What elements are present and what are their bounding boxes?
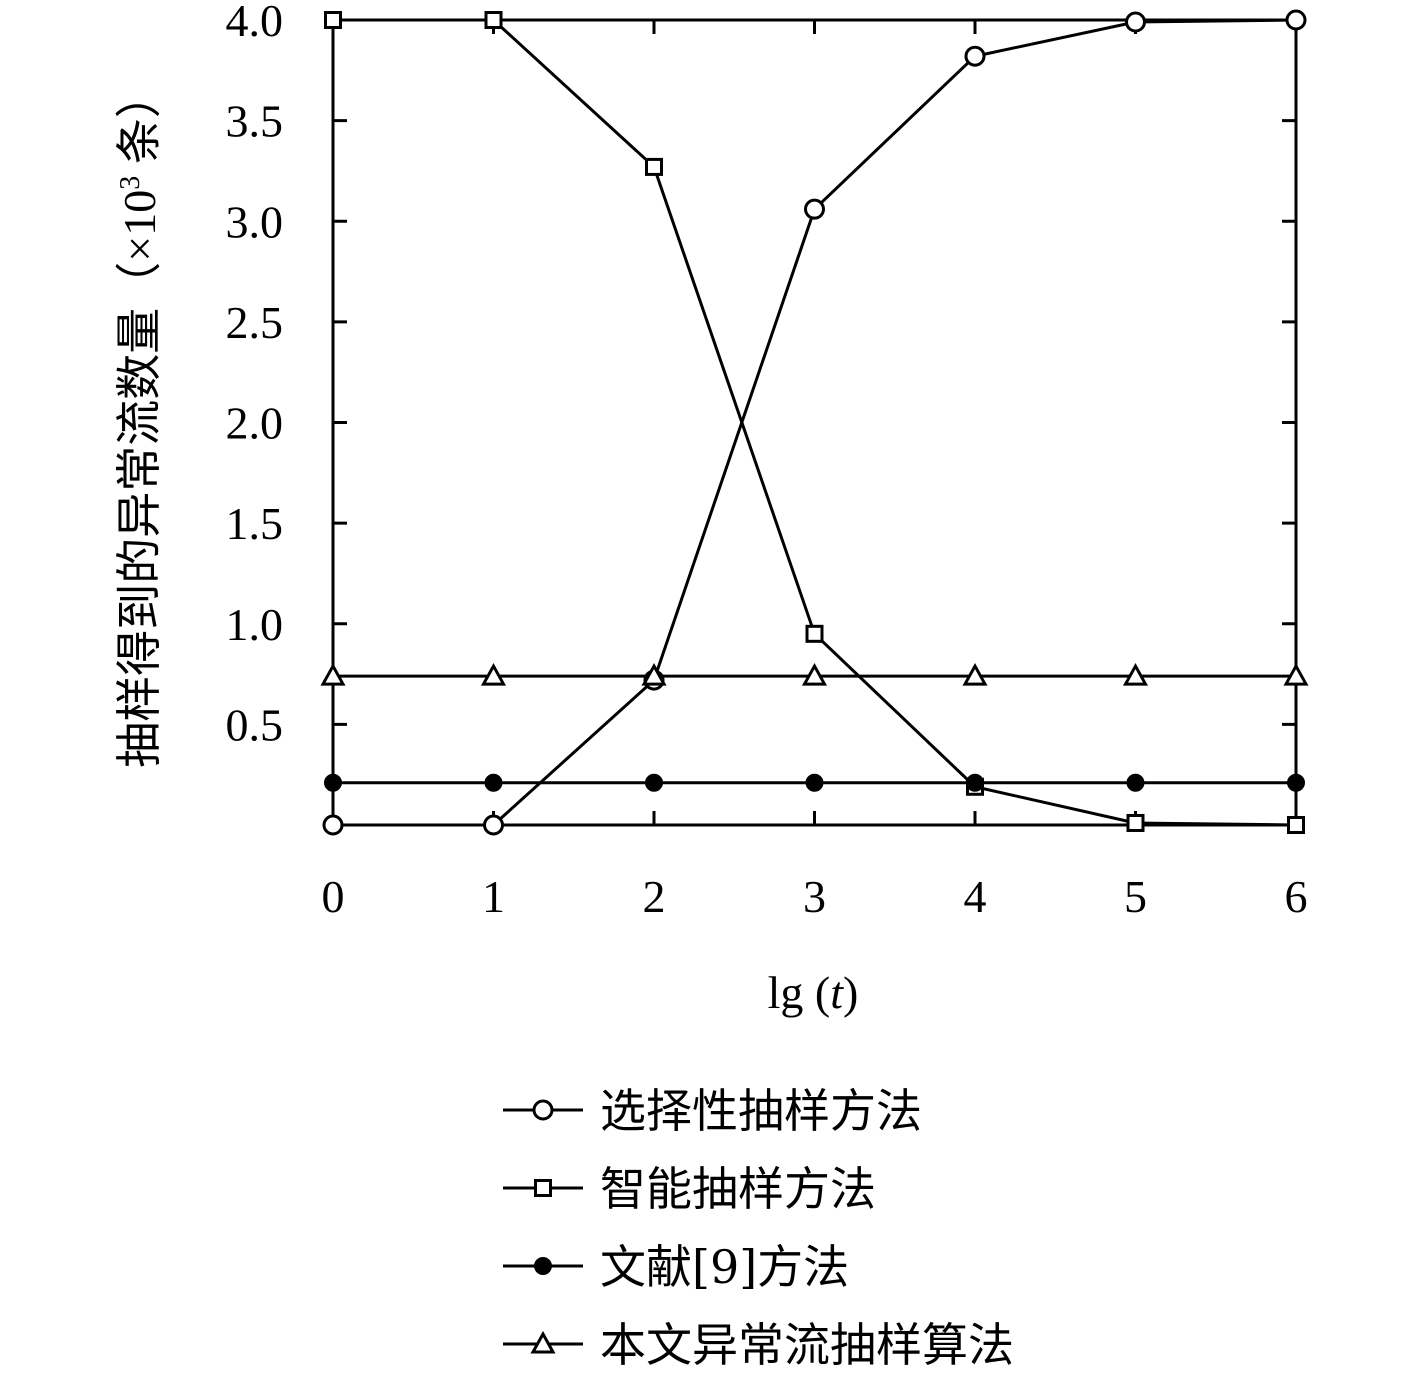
axis-tick-labels: 0 1 2 3 4 5 6 0.5 1.0 1.5 2.0 2.5 3.0 3.5 4.0 [226, 0, 1308, 922]
series-selective-line [333, 18, 1297, 827]
series-selective-point [804, 198, 825, 220]
series-ref9-point [645, 773, 663, 792]
y-tick-label: 2.5 [226, 297, 284, 348]
series-proposed-point [1283, 662, 1309, 686]
series-smart-line [333, 18, 1297, 827]
series-proposed-point [962, 662, 988, 686]
legend-item: 选择性抽样方法 [503, 1084, 922, 1138]
series-proposed-point [801, 662, 828, 686]
series-proposed-point [641, 662, 667, 686]
series-selective-point [1125, 11, 1146, 33]
x-tick-label: 3 [803, 871, 826, 922]
series-ref9-point [484, 773, 503, 792]
y-tick-label: 1.5 [226, 498, 284, 549]
series-markers [320, 9, 1309, 836]
y-tick-label: 3.5 [226, 96, 284, 147]
legend-label: 选择性抽样方法 [600, 1084, 922, 1138]
series-ref9-point [805, 773, 824, 792]
legend-label: 本文异常流抽样算法 [600, 1318, 1014, 1372]
series-selective-point [322, 814, 344, 836]
y-tick-label: 2.0 [226, 398, 284, 449]
series-lines [333, 18, 1297, 827]
legend-label: 智能抽样方法 [600, 1162, 876, 1216]
series-ref9-point [966, 773, 984, 792]
series-selective-point [483, 814, 504, 836]
series-smart-point [484, 11, 503, 29]
legend-marker [534, 1257, 552, 1275]
legend-item: 文献[9]方法 [503, 1240, 849, 1294]
legend-item: 智能抽样方法 [503, 1162, 876, 1216]
legend-marker [534, 1179, 552, 1197]
series-smart-point [1126, 813, 1145, 832]
series-ref9-point [324, 773, 342, 792]
legend-marker [532, 1099, 554, 1121]
series-smart-point [324, 11, 342, 29]
series-smart-point [1287, 816, 1305, 834]
plot-frame [331, 18, 1298, 827]
series-selective-point [1285, 9, 1307, 31]
axis-ticks [331, 18, 1298, 825]
legend-label: 文献[9]方法 [600, 1240, 849, 1294]
series-ref9-point [1287, 773, 1305, 792]
x-tick-label: 4 [964, 871, 987, 922]
legend-marker [530, 1330, 556, 1354]
series-proposed-point [480, 662, 507, 686]
series-ref9-point [1126, 773, 1145, 792]
y-tick-label: 4.0 [226, 0, 284, 46]
series-proposed-point [1122, 662, 1149, 686]
x-axis-title: lg (t) [768, 967, 859, 1018]
series-selective-point [964, 45, 986, 67]
y-tick-label: 3.0 [226, 196, 284, 247]
series-proposed-point [320, 662, 346, 686]
x-tick-label: 2 [643, 871, 666, 922]
x-tick-label: 6 [1285, 871, 1308, 922]
x-tick-label: 1 [482, 871, 505, 922]
x-tick-label: 0 [322, 871, 345, 922]
y-axis-title: 抽样得到的异常流数量（×103 条） [114, 72, 165, 767]
series-smart-point [805, 624, 824, 643]
x-tick-label: 5 [1124, 871, 1147, 922]
y-tick-label: 0.5 [226, 699, 284, 750]
series-smart-point [645, 157, 663, 176]
legend-item: 本文异常流抽样算法 [503, 1318, 1014, 1372]
y-tick-label: 1.0 [226, 599, 284, 650]
